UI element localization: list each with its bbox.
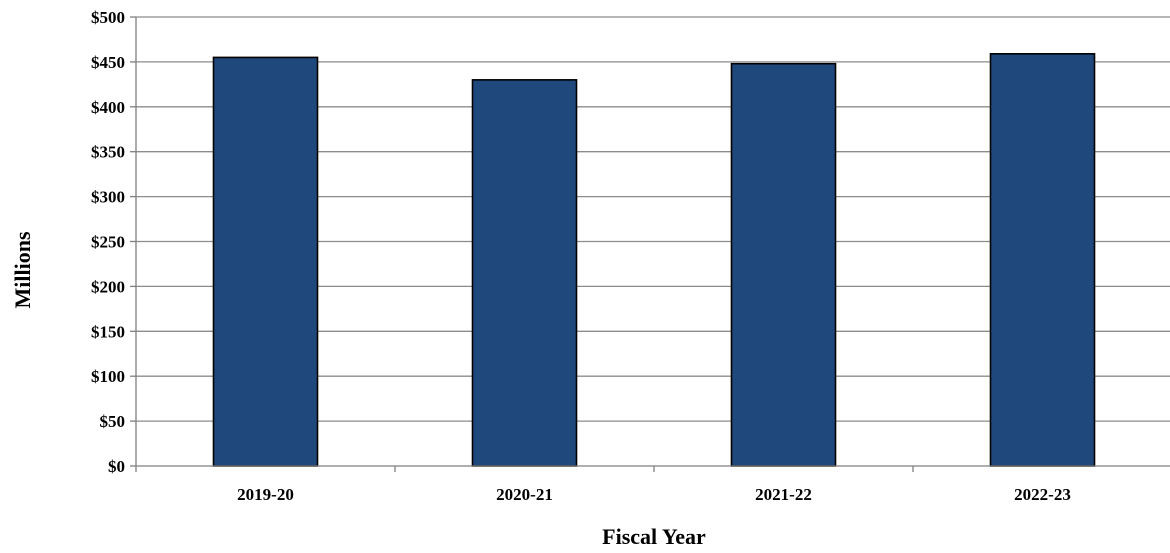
axes <box>135 17 1170 472</box>
bar-2019-20 <box>212 56 319 467</box>
bars <box>212 53 1096 467</box>
y-tick-label: $400 <box>91 98 125 117</box>
bar-2021-22 <box>730 62 837 467</box>
y-tick-labels: $0 $50 $100 $150 $200 $250 $300 $350 $400 $450 $50… <box>91 8 125 476</box>
y-tick-label: $200 <box>91 277 125 296</box>
y-tick-label: $150 <box>91 322 125 341</box>
y-tick-label: $450 <box>91 53 125 72</box>
y-tick-label: $0 <box>108 457 125 476</box>
x-tick-label: 2020-21 <box>496 485 553 504</box>
y-tick-label: $50 <box>100 412 126 431</box>
x-tick-label: 2022-23 <box>1014 485 1071 504</box>
bar-2022-23 <box>989 53 1096 467</box>
x-tick-labels: 2019-20 2020-21 2021-22 2022-23 <box>237 485 1071 504</box>
bar-2020-21 <box>471 79 578 467</box>
y-tick-label: $300 <box>91 188 125 207</box>
x-tick-label: 2019-20 <box>237 485 294 504</box>
y-tick-label: $250 <box>91 233 125 252</box>
y-tick-label: $350 <box>91 143 125 162</box>
y-tick-label: $100 <box>91 367 125 386</box>
x-axis-title: Fiscal Year <box>602 524 706 549</box>
y-axis-title: Millions <box>10 231 35 308</box>
y-tick-label: $500 <box>91 8 125 27</box>
x-tick-label: 2021-22 <box>755 485 812 504</box>
